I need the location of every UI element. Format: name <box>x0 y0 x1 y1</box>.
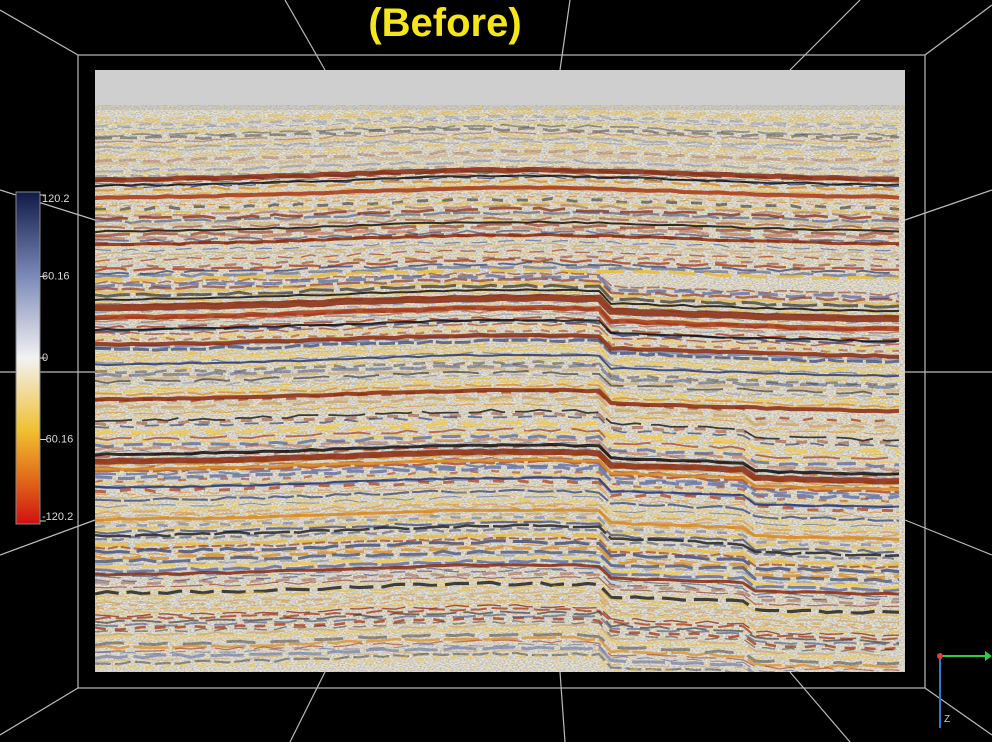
colorbar-label: 60.16 <box>42 270 70 282</box>
viewer: (Before) 120.2 60.16 0 -60.16 -120.2 Z <box>0 0 992 742</box>
axis-label: Z <box>944 714 950 725</box>
colorbar-ramp <box>16 192 40 524</box>
seismic-section <box>95 70 905 687</box>
colorbar: 120.2 60.16 0 -60.16 -120.2 <box>16 192 73 524</box>
title: (Before) <box>368 1 521 45</box>
colorbar-label: -120.2 <box>42 511 73 523</box>
colorbar-label: 120.2 <box>42 193 70 205</box>
colorbar-label: 0 <box>42 352 48 364</box>
colorbar-label: -60.16 <box>42 433 73 445</box>
axes-gizmo: Z <box>937 651 992 728</box>
page: (Before) 120.260.160-60.16-120.2 Z (() =… <box>0 0 992 742</box>
